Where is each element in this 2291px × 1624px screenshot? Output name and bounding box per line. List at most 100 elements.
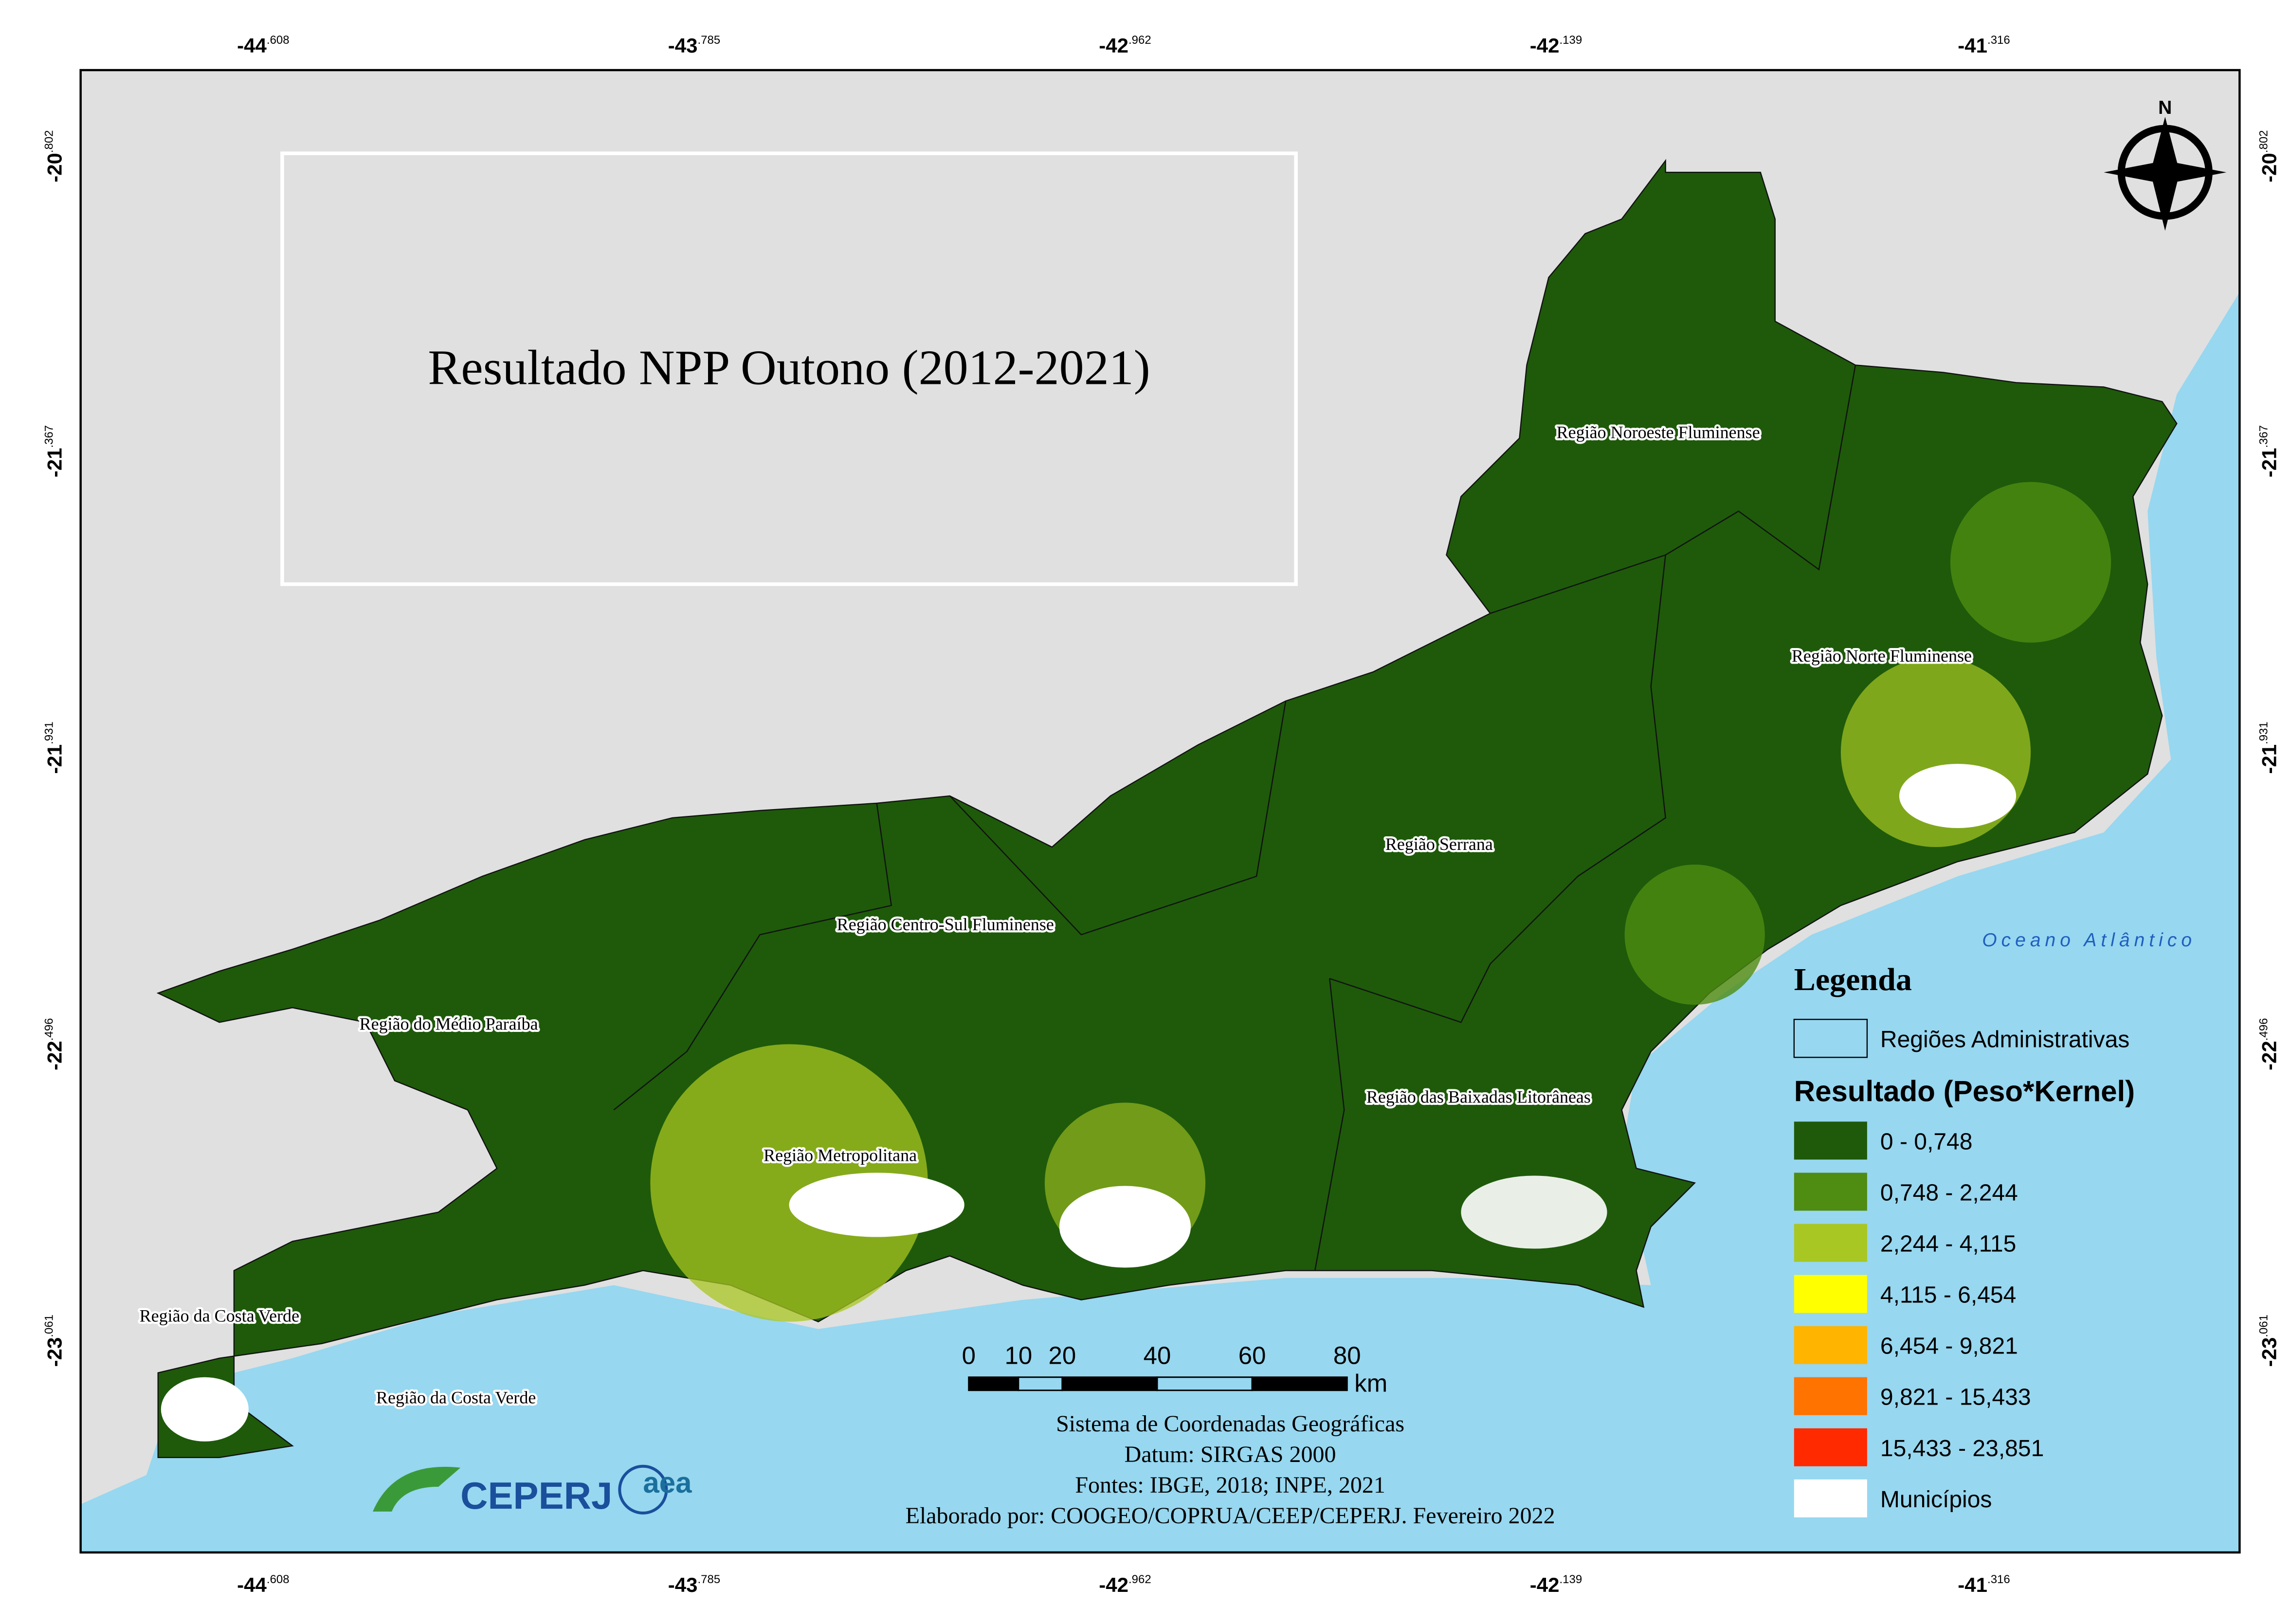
coordinate-degrees: -21 bbox=[2257, 448, 2280, 478]
north-bar bbox=[2104, 161, 2227, 184]
boundary bbox=[1329, 963, 1491, 1023]
region-label: Região da Costa Verde bbox=[376, 1388, 536, 1407]
north-label: N bbox=[2158, 97, 2172, 118]
legend-swatch bbox=[1794, 1479, 1867, 1517]
coordinate-degrees: -20 bbox=[43, 153, 66, 182]
scale-segment bbox=[1061, 1376, 1158, 1391]
aea-globe bbox=[618, 1464, 668, 1515]
scale-segment bbox=[1156, 1376, 1253, 1391]
credit-line: Datum: SIRGAS 2000 bbox=[1125, 1442, 1336, 1467]
coordinate-degrees: -42 bbox=[1099, 1573, 1128, 1596]
coordinate-label: -42.139 bbox=[1530, 1573, 1582, 1596]
coordinate-decimal: .785 bbox=[697, 1573, 720, 1586]
coordinate-degrees: -42 bbox=[1099, 34, 1128, 57]
map-title: Resultado NPP Outono (2012-2021) bbox=[428, 340, 1150, 395]
coordinate-label: -43.785 bbox=[668, 1573, 720, 1596]
scale-label: 40 bbox=[1144, 1342, 1171, 1370]
coordinate-decimal: .496 bbox=[43, 1018, 56, 1041]
legend-subtitle: Resultado (Peso*Kernel) bbox=[1794, 1075, 2135, 1107]
legend-title: Legenda bbox=[1794, 962, 1912, 997]
legend-label: 9,821 - 15,433 bbox=[1880, 1385, 2031, 1410]
region-label: Região Centro-Sul Fluminense bbox=[837, 915, 1054, 934]
coordinate-label: -42.139 bbox=[1530, 34, 1582, 57]
region-boundaries bbox=[613, 365, 1856, 1271]
coordinate-degrees: -43 bbox=[668, 34, 698, 57]
coordinate-degrees: -20 bbox=[2257, 153, 2280, 182]
coordinate-decimal: .139 bbox=[1560, 1573, 1582, 1586]
coordinate-label: -21.367 bbox=[43, 425, 66, 477]
coordinate-decimal: .931 bbox=[43, 722, 56, 744]
scale-label: 10 bbox=[1004, 1342, 1032, 1370]
coordinate-decimal: .962 bbox=[1128, 34, 1151, 47]
coordinate-label: -22.496 bbox=[43, 1018, 66, 1070]
coordinate-label: -41.316 bbox=[1958, 34, 2010, 57]
coordinate-label: -42.962 bbox=[1099, 1573, 1151, 1596]
coordinate-label: -41.316 bbox=[1958, 1573, 2010, 1596]
coordinate-decimal: .061 bbox=[43, 1315, 56, 1337]
scale-segment bbox=[1018, 1376, 1063, 1391]
coordinate-label: -22.496 bbox=[2257, 1018, 2280, 1070]
coordinate-decimal: .608 bbox=[267, 34, 290, 47]
coordinate-decimal: .802 bbox=[43, 130, 56, 153]
coordinate-decimal: .962 bbox=[1128, 1573, 1151, 1586]
legend-label: 0,748 - 2,244 bbox=[1880, 1180, 2018, 1206]
legend-label: 15,433 - 23,851 bbox=[1880, 1436, 2044, 1462]
coordinate-label: -43.785 bbox=[668, 34, 720, 57]
scale-label: 60 bbox=[1238, 1342, 1266, 1370]
credit-line: Fontes: IBGE, 2018; INPE, 2021 bbox=[1075, 1472, 1385, 1498]
kernel-blob bbox=[650, 1044, 928, 1322]
coordinate-decimal: .316 bbox=[1987, 1573, 2010, 1586]
coordinate-degrees: -42 bbox=[1530, 1573, 1560, 1596]
coordinate-degrees: -44 bbox=[237, 34, 267, 57]
legend-swatch bbox=[1794, 1173, 1867, 1211]
coordinate-decimal: .367 bbox=[2257, 425, 2270, 448]
kernel-blob bbox=[1624, 865, 1765, 1005]
title-box bbox=[280, 151, 1298, 586]
ocean-label: Oceano Atlântico bbox=[1982, 930, 2196, 951]
coordinate-decimal: .139 bbox=[1560, 34, 1582, 47]
logos: CEPERJ aea bbox=[373, 1464, 692, 1517]
boundary bbox=[613, 803, 892, 1111]
coordinate-label: -21.931 bbox=[43, 722, 66, 774]
logo-text: CEPERJ bbox=[460, 1474, 612, 1517]
coordinate-decimal: .931 bbox=[2257, 722, 2270, 744]
coordinate-degrees: -23 bbox=[43, 1337, 66, 1367]
map-frame bbox=[79, 69, 2241, 1554]
coordinate-decimal: .316 bbox=[1987, 34, 2010, 47]
coordinate-label: -20.802 bbox=[2257, 130, 2280, 182]
ocean bbox=[80, 292, 2240, 1552]
scale-label: 0 bbox=[962, 1342, 976, 1370]
legend-label: 0 - 0,748 bbox=[1880, 1129, 1973, 1155]
coordinate-label: -44.608 bbox=[237, 1573, 289, 1596]
coordinate-label: -42.962 bbox=[1099, 34, 1151, 57]
legend-label: 4,115 - 6,454 bbox=[1880, 1282, 2016, 1308]
region-label: Região Norte Fluminense bbox=[1792, 646, 1972, 666]
region-label: Região Serrana bbox=[1385, 834, 1493, 854]
region-label: Região Noroeste Fluminense bbox=[1557, 423, 1760, 442]
coordinate-degrees: -22 bbox=[2257, 1041, 2280, 1070]
coordinate-degrees: -41 bbox=[1958, 34, 1987, 57]
municipality-patch bbox=[161, 1377, 249, 1442]
coordinate-decimal: .367 bbox=[43, 425, 56, 448]
legend-swatch bbox=[1794, 1377, 1867, 1415]
coordinate-degrees: -23 bbox=[2257, 1337, 2280, 1367]
region-label: Região Metropolitana bbox=[764, 1145, 917, 1165]
credit-line: Sistema de Coordenadas Geográficas bbox=[1056, 1411, 1404, 1437]
municipality-patch bbox=[1899, 763, 2017, 829]
coordinate-degrees: -43 bbox=[668, 1573, 698, 1596]
coordinate-label: -23.061 bbox=[43, 1315, 66, 1367]
boundary bbox=[1490, 365, 1856, 614]
coordinate-label: -20.802 bbox=[43, 130, 66, 182]
legend-region-swatch bbox=[1793, 1019, 1868, 1058]
region-label: Região da Costa Verde bbox=[140, 1306, 299, 1326]
coordinate-label: -23.061 bbox=[2257, 1315, 2280, 1367]
coordinate-label: -21.367 bbox=[2257, 425, 2280, 477]
scale-label: 20 bbox=[1049, 1342, 1076, 1370]
coordinate-degrees: -21 bbox=[43, 448, 66, 478]
legend-swatch bbox=[1794, 1326, 1867, 1364]
coordinate-degrees: -21 bbox=[43, 744, 66, 774]
legend-swatch bbox=[1794, 1275, 1867, 1313]
north-arrow: N bbox=[2104, 97, 2227, 231]
region-label: Região do Médio Paraíba bbox=[360, 1014, 538, 1033]
